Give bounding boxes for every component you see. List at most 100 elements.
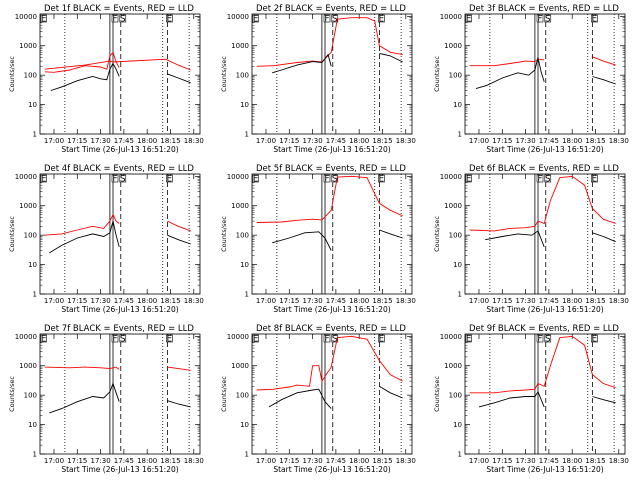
y-tick-label: 1 (33, 131, 37, 139)
y-axis-label: Counts/sec (220, 216, 228, 252)
marker-label: E (592, 175, 598, 185)
x-tick-label: 17:30 (90, 297, 110, 305)
x-tick-label: 17:15 (67, 457, 87, 465)
x-tick-label: 18:30 (609, 137, 629, 145)
x-tick-label: 17:30 (90, 457, 110, 465)
series-line-lld (256, 335, 403, 391)
x-tick-label: 17:00 (469, 457, 489, 465)
marker-label: E (592, 15, 598, 25)
panel-det-6: Det 6f BLACK = Events, RED = LLD 1 10 100 10… (433, 164, 629, 314)
marker-box (536, 334, 544, 343)
marker-box (40, 174, 47, 183)
series-line-events (167, 73, 191, 84)
panel-det-4: Det 4f BLACK = Events, RED = LLD 1 10 100 10… (8, 164, 204, 314)
y-axis-label: Counts/sec (8, 56, 16, 92)
y-axis-label: Counts/sec (220, 376, 228, 412)
marker-label: E (379, 335, 385, 345)
marker-box (378, 14, 385, 23)
y-tick-label: 100 (236, 392, 249, 400)
y-tick-label: 10 (240, 421, 249, 429)
y-tick-label: 1000 (231, 42, 249, 50)
x-tick-label: 17:00 (469, 137, 489, 145)
marker-box (536, 14, 544, 23)
x-tick-label: 18:00 (137, 297, 157, 305)
x-tick-label: 17:30 (515, 297, 535, 305)
marker-box (331, 14, 339, 23)
x-tick-label: 17:00 (256, 297, 276, 305)
series-line-events (475, 57, 545, 90)
marker-label: S (120, 335, 126, 345)
x-tick-label: 18:00 (349, 457, 369, 465)
x-tick-label: 18:30 (396, 457, 416, 465)
y-tick-label: 1000 (444, 202, 462, 210)
marker-label: E (167, 335, 173, 345)
marker-label: F (537, 15, 542, 25)
y-tick-label: 10000 (227, 173, 249, 181)
x-tick-label: 17:15 (279, 137, 299, 145)
x-tick-label: 17:30 (302, 297, 322, 305)
marker-box (111, 14, 119, 23)
y-tick-label: 1 (33, 291, 37, 299)
x-tick-label: 17:45 (539, 137, 559, 145)
x-tick-label: 17:45 (539, 297, 559, 305)
panel-det-9: Det 9f BLACK = Events, RED = LLD 1 10 100 10… (433, 324, 629, 474)
y-axis-label: Counts/sec (433, 56, 441, 92)
series-line-events (485, 230, 545, 248)
panel-det-5: Det 5f BLACK = Events, RED = LLD 1 10 100 10… (220, 164, 416, 314)
panel-det-2: Det 2f BLACK = Events, RED = LLD 1 10 100 10… (220, 4, 416, 154)
marker-box (119, 14, 127, 23)
series-line-lld (256, 175, 403, 223)
marker-box (252, 174, 259, 183)
panel-title: Det 5f BLACK = Events, RED = LLD (256, 164, 406, 174)
marker-box (166, 174, 173, 183)
marker-box (323, 174, 331, 183)
marker-box (323, 14, 331, 23)
x-tick-label: 18:15 (160, 297, 180, 305)
y-tick-label: 1 (458, 131, 462, 139)
y-axis-label: Counts/sec (8, 376, 16, 412)
series-line-events (592, 232, 616, 243)
y-tick-label: 10000 (227, 13, 249, 21)
marker-box (111, 334, 119, 343)
x-tick-label: 18:15 (585, 297, 605, 305)
x-tick-label: 17:45 (539, 457, 559, 465)
x-tick-label: 17:45 (326, 457, 346, 465)
plot-frame (39, 13, 201, 135)
panel-title: Det 9f BLACK = Events, RED = LLD (469, 324, 619, 334)
marker-box (119, 334, 127, 343)
marker-label: S (332, 175, 338, 185)
x-tick-label: 17:15 (279, 297, 299, 305)
y-tick-label: 100 (24, 72, 37, 80)
series-line-events (272, 53, 332, 74)
x-tick-label: 17:00 (469, 297, 489, 305)
series-line-lld (44, 213, 120, 236)
panel-title: Det 1f BLACK = Events, RED = LLD (44, 4, 194, 14)
marker-box (591, 14, 598, 23)
marker-label: E (466, 175, 472, 185)
x-tick-label: 18:30 (609, 297, 629, 305)
series-line-events (268, 388, 332, 409)
marker-label: E (41, 15, 47, 25)
marker-label: S (545, 335, 551, 345)
x-axis-label: Start Time (26-Jul-13 16:51:20) (486, 145, 603, 154)
x-tick-label: 17:00 (44, 457, 64, 465)
y-axis-label: Counts/sec (433, 376, 441, 412)
x-tick-label: 18:00 (349, 297, 369, 305)
x-tick-label: 18:15 (160, 457, 180, 465)
marker-box (166, 14, 173, 23)
series-line-lld (592, 56, 616, 66)
marker-box (40, 334, 47, 343)
plot-frame (251, 173, 413, 295)
x-axis-label: Start Time (26-Jul-13 16:51:20) (273, 305, 390, 314)
marker-box (331, 174, 339, 183)
x-tick-label: 18:15 (372, 457, 392, 465)
x-tick-label: 18:15 (160, 137, 180, 145)
marker-label: E (466, 15, 472, 25)
y-tick-label: 1 (33, 451, 37, 459)
panel-det-1: Det 1f BLACK = Events, RED = LLD 1 10 100 10… (8, 4, 204, 154)
panel-title: Det 8f BLACK = Events, RED = LLD (256, 324, 406, 334)
panel-det-7: Det 7f BLACK = Events, RED = LLD 1 10 100 10… (8, 324, 204, 474)
y-tick-label: 1 (458, 291, 462, 299)
y-tick-label: 10 (240, 101, 249, 109)
marker-label: S (120, 175, 126, 185)
